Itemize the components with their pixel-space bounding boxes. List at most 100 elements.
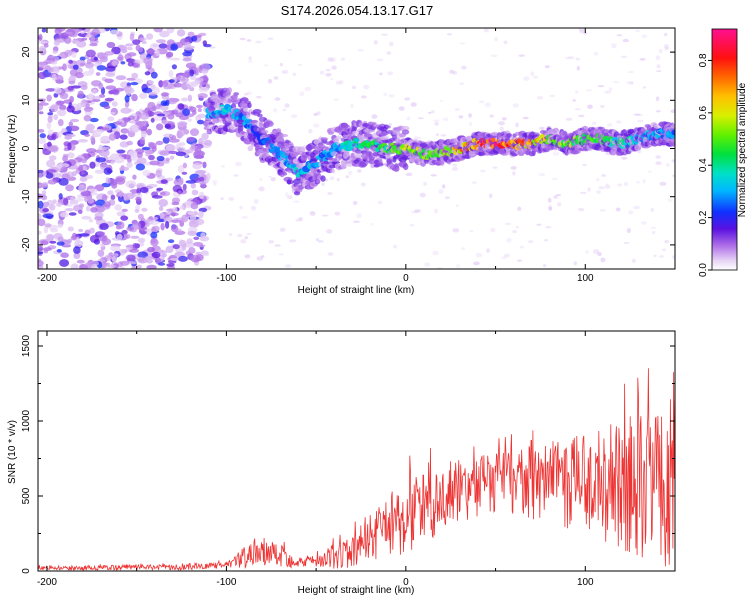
spectrogram-cell: [78, 233, 90, 237]
spectrogram-cell: [59, 104, 67, 111]
spectrogram-cell: [187, 210, 195, 216]
spectrogram-cell: [110, 194, 116, 201]
spectrogram-cell: [583, 32, 588, 35]
spectrogram-cell: [130, 235, 140, 239]
spectrogram-cell: [60, 211, 69, 218]
spectrogram-cell: [432, 250, 439, 256]
spectrogram-cell: [104, 78, 114, 84]
spectrogram-cell: [245, 114, 251, 119]
spectrogram-cell: [287, 48, 293, 51]
spectrogram-cell: [423, 181, 427, 186]
spectrogram-cell: [672, 255, 675, 259]
spectrogram-cell: [167, 113, 175, 120]
spectrogram-cell: [95, 157, 107, 163]
spectrogram-cell: [118, 190, 123, 198]
spectrogram-cell: [168, 70, 174, 78]
spectrogram-cell: [393, 165, 400, 173]
spectrogram-cell: [404, 97, 411, 101]
spectrogram-cell: [153, 87, 160, 94]
spectrogram-cell: [664, 239, 669, 244]
spectrogram-cell: [42, 201, 50, 207]
spectrogram-cell: [536, 95, 544, 100]
spectrogram-cell: [126, 161, 133, 168]
spectrogram-cell: [616, 34, 623, 37]
spectrogram-cell: [510, 166, 517, 170]
spectrogram-cell: [51, 133, 57, 141]
spectrogram-cell: [86, 123, 95, 131]
spectrogram-cell: [50, 61, 58, 65]
spectrogram-cell: [351, 85, 357, 90]
spectrogram-cell: [47, 112, 54, 116]
colorbar-gradient: [712, 29, 737, 270]
spectrogram-cell: [503, 253, 510, 258]
spectrogram-cell: [431, 110, 435, 114]
spectrogram-cell: [203, 43, 212, 48]
spectrogram-cell: [103, 167, 113, 175]
spectrogram-cell: [129, 248, 140, 253]
spectrogram-cell: [173, 82, 183, 88]
spectrogram-cell: [381, 33, 388, 36]
spectrogram-cell: [80, 30, 85, 34]
spectrogram-cell: [71, 40, 80, 44]
spectrogram-cell: [410, 223, 415, 227]
spectrogram-cell: [77, 194, 82, 198]
spectrogram-cell: [655, 155, 661, 159]
spectrogram-cell: [620, 55, 628, 58]
spectrogram-cell: [125, 43, 134, 47]
spectrogram-cell: [552, 151, 560, 157]
spectrogram-cell: [139, 37, 147, 42]
spectrogram-cell: [47, 145, 58, 152]
spectrogram-cell: [126, 226, 135, 231]
spectrogram-cell: [42, 208, 50, 213]
spectrogram-cell: [280, 133, 289, 138]
spectrogram-cell: [568, 56, 575, 60]
spectrogram-cell: [38, 200, 44, 209]
spectrogram-cell: [196, 104, 203, 109]
spectrogram-cell: [336, 177, 340, 182]
spectrogram-cell: [459, 42, 466, 45]
spectrogram-cell: [167, 239, 175, 244]
spectrogram-cell: [38, 129, 45, 133]
spectrogram-cell: [148, 154, 155, 161]
spectrogram-cell: [655, 110, 661, 113]
spectrogram-cell: [176, 146, 186, 152]
spectrogram-cell: [126, 140, 133, 146]
spectrogram-cell: [330, 57, 337, 63]
colorbar-tick-label: 0.8: [698, 53, 709, 67]
spectrogram-cell: [146, 259, 154, 264]
spectrogram-cell: [58, 193, 63, 200]
spectrogram-cell: [83, 106, 93, 112]
spectrogram-cell: [193, 236, 200, 240]
spectrogram-cell: [403, 163, 409, 171]
colorbar-ticks: 0.0 0.2 0.4 0.6 0.8: [698, 53, 712, 277]
spectrogram-cell: [626, 81, 631, 85]
spectrogram-cell: [243, 92, 249, 96]
spectrogram-cell: [160, 92, 169, 97]
spectrogram-cell: [191, 189, 199, 196]
spectrogram-cell: [138, 46, 143, 53]
spectrogram-cell: [512, 171, 516, 176]
spectrogram-cell: [47, 129, 54, 136]
y-tick-label: 20: [21, 46, 32, 58]
spectrogram-cell: [664, 46, 669, 51]
spectrogram-cell: [363, 84, 370, 90]
spectrogram-cell: [172, 206, 178, 214]
spectrogram-cell: [320, 137, 328, 142]
spectrogram-cell: [401, 129, 410, 135]
spectrogram-cell: [105, 177, 111, 184]
spectrogram-cell: [613, 81, 620, 84]
spectrogram-cell: [316, 179, 321, 184]
spectrogram-cell: [430, 174, 438, 177]
spectrogram-cell: [469, 229, 474, 233]
spectrogram-cell: [376, 163, 384, 167]
spectrogram-cell: [490, 54, 498, 58]
spectrogram-cell: [103, 105, 111, 110]
spectrogram-cell: [146, 128, 152, 136]
spectrogram-cell: [667, 198, 673, 203]
spectrogram-cell: [388, 94, 395, 98]
spectrogram-cell: [170, 219, 182, 223]
spectrogram-cell: [664, 32, 668, 37]
spectrogram-cell: [168, 79, 175, 84]
spectrogram-cell: [200, 69, 209, 74]
spectrogram-cell: [629, 81, 634, 85]
